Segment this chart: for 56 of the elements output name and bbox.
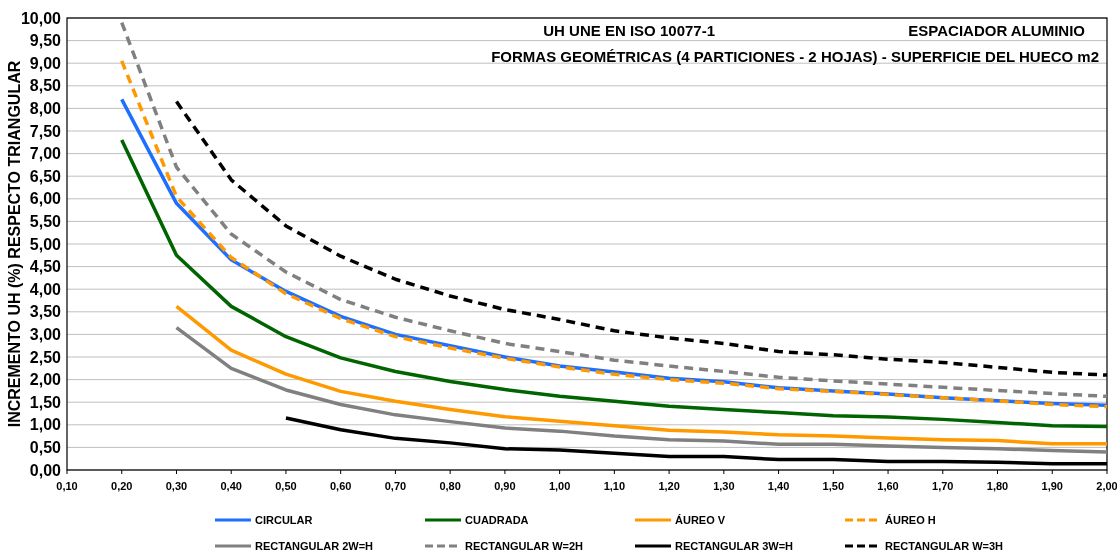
y-tick-label: 1,50 — [29, 393, 62, 411]
x-tick-label: 0,60 — [329, 480, 352, 492]
x-tick-label: 0,70 — [384, 480, 407, 492]
legend-label: CIRCULAR — [255, 513, 313, 526]
x-tick-label: 0,10 — [56, 480, 78, 492]
y-tick-label: 2,50 — [29, 348, 62, 366]
x-tick-label: 0,80 — [439, 480, 461, 492]
y-tick-label: 4,50 — [29, 258, 62, 276]
y-tick-label: 5,50 — [29, 213, 62, 230]
y-tick-label: 7,00 — [29, 145, 62, 163]
x-tick-label: 1,30 — [713, 480, 735, 492]
y-tick-label: 0,00 — [29, 461, 62, 479]
legend-label: RECTANGULAR W=3H — [885, 539, 1004, 551]
legend-label: CUADRADA — [465, 513, 529, 526]
y-tick-label: 6,00 — [29, 190, 62, 208]
y-tick-label: 7,50 — [29, 122, 62, 140]
y-tick-label: 9,50 — [29, 32, 62, 50]
text: FORMAS GEOMÉTRICAS (4 PARTICIONES - 2 HOJAS) - SUPERFICIE DEL HUECO m2 — [491, 48, 1099, 65]
y-tick-label: 8,00 — [29, 100, 62, 117]
y-tick-label: 0,50 — [29, 439, 62, 456]
y-tick-label: 6,50 — [29, 167, 62, 185]
legend-label: RECTANGULAR 2W=H — [255, 539, 374, 551]
x-tick-label: 1,20 — [658, 480, 680, 492]
legend-label: ÁUREO V — [675, 513, 726, 526]
y-tick-label: 9,00 — [29, 54, 62, 72]
line-series — [174, 325, 1109, 454]
y-tick-label: 10,00 — [20, 9, 62, 27]
line-series — [119, 138, 1109, 429]
y-tick-label: 2,00 — [29, 371, 62, 389]
y-axis-title: INCREMENTO UH (%) RESPECTO TRIANGULAR — [6, 60, 23, 428]
x-tick-label: 1,80 — [986, 480, 1009, 492]
legend-label: RECTANGULAR W=2H — [465, 539, 584, 551]
x-tick-label: 0,50 — [275, 480, 297, 492]
y-tick-label: 8,50 — [29, 77, 62, 95]
x-tick-label: 0,40 — [220, 480, 242, 492]
x-tick-label: 2,00 — [1096, 480, 1117, 492]
legend-label: RECTANGULAR 3W=H — [675, 539, 794, 551]
x-tick-label: 1,90 — [1041, 480, 1063, 492]
x-tick-label: 1,50 — [822, 480, 845, 492]
y-tick-label: 1,00 — [29, 416, 62, 434]
annotation: ESPACIADOR ALUMINIO — [908, 22, 1086, 39]
x-tick-label: 1,70 — [932, 480, 954, 492]
x-tick-label: 1,60 — [877, 480, 899, 492]
y-tick-label: 5,00 — [29, 235, 62, 253]
chart-title: UH UNE EN ISO 10077-1 — [543, 22, 715, 39]
x-tick-label: 0,90 — [494, 480, 516, 492]
line-series — [174, 304, 1109, 446]
y-tick-label: 4,00 — [29, 280, 62, 298]
y-tick-label: 3,00 — [29, 326, 62, 343]
x-tick-label: 1,00 — [548, 480, 571, 492]
x-tick-label: 0,30 — [165, 480, 188, 492]
x-tick-label: 1,40 — [767, 480, 790, 492]
y-tick-label: 3,50 — [29, 303, 62, 321]
legend-label: ÁUREO H — [885, 513, 936, 526]
x-tick-label: 1,10 — [603, 480, 626, 492]
x-tick-label: 0,20 — [111, 480, 133, 492]
